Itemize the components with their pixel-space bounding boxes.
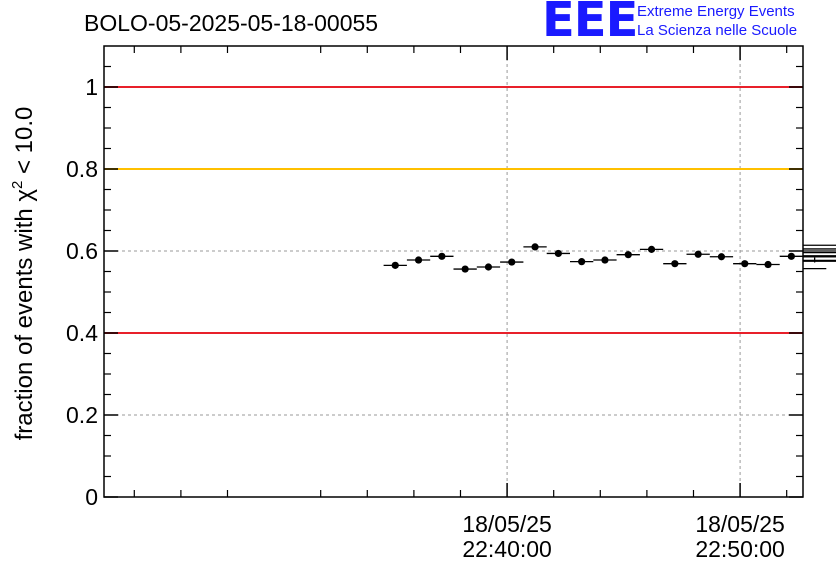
data-marker	[414, 256, 423, 264]
data-marker	[438, 252, 446, 260]
ylabel-prefix: fraction of events with	[11, 202, 38, 441]
data-marker	[554, 249, 562, 258]
data-point	[779, 252, 803, 260]
eee-logo: EEE Extreme Energy Events La Scienza nel…	[542, 0, 832, 44]
x-tick-time-label: 22:40:00	[462, 536, 552, 562]
data-marker	[647, 245, 656, 253]
data-marker	[508, 258, 516, 266]
y-tick-label: 0.4	[66, 320, 98, 346]
data-point	[383, 261, 407, 269]
data-point	[570, 258, 594, 266]
logo-mark: EEE	[542, 0, 638, 48]
data-marker	[601, 256, 609, 264]
y-tick-label: 0.8	[66, 156, 98, 182]
y-tick-label: 0.2	[66, 402, 98, 428]
y-tick-label: 1	[85, 74, 98, 100]
data-point	[686, 250, 710, 258]
data-marker	[531, 243, 539, 251]
data-point	[803, 255, 836, 257]
data-point	[639, 245, 664, 253]
data-point	[803, 260, 836, 262]
grid	[104, 46, 803, 497]
data-point	[803, 256, 836, 258]
logo-line1: Extreme Energy Events	[637, 3, 795, 20]
data-point	[803, 248, 836, 250]
data-point	[430, 252, 454, 260]
axes: 00.20.40.60.8118/05/2522:40:0018/05/2522…	[66, 46, 803, 562]
data-marker	[764, 260, 772, 269]
x-tick-date-label: 18/05/25	[462, 511, 552, 537]
data-point	[593, 256, 617, 264]
ylabel-sup: 2	[9, 181, 26, 189]
plot-frame	[103, 45, 804, 498]
ylabel-suffix: < 10.0	[11, 107, 38, 181]
y-axis-label: fraction of events with χ2 < 10.0	[9, 107, 38, 441]
data-marker	[671, 260, 679, 268]
data-marker	[484, 263, 493, 271]
data-marker	[717, 253, 726, 261]
data-point	[803, 267, 827, 270]
data-point	[453, 265, 477, 273]
data-point	[803, 259, 836, 262]
data-point	[733, 260, 757, 268]
data-point	[616, 251, 640, 259]
data-point	[803, 244, 836, 246]
data-point	[546, 249, 570, 258]
data-marker	[391, 261, 399, 269]
data-point	[756, 260, 780, 269]
data-marker	[461, 265, 469, 273]
x-tick-time-label: 22:50:00	[695, 536, 785, 562]
data-point	[663, 260, 687, 268]
ylabel-symbol: χ	[11, 189, 38, 202]
data-point	[476, 263, 501, 271]
data-points	[383, 243, 836, 273]
data-marker	[624, 251, 632, 259]
data-point	[709, 253, 734, 261]
y-tick-label: 0.6	[66, 238, 98, 264]
data-point	[803, 251, 836, 254]
logo-line2: La Scienza nelle Scuole	[637, 22, 798, 39]
reference-lines	[104, 86, 803, 334]
data-marker	[694, 250, 702, 258]
data-marker	[787, 252, 795, 260]
y-tick-label: 0	[85, 484, 98, 510]
data-point	[500, 258, 524, 266]
data-point	[523, 243, 547, 251]
chart-title: BOLO-05-2025-05-18-00055	[84, 10, 379, 36]
data-marker	[578, 258, 586, 266]
x-tick-date-label: 18/05/25	[695, 511, 785, 537]
data-marker	[741, 260, 749, 268]
data-point	[406, 256, 431, 264]
